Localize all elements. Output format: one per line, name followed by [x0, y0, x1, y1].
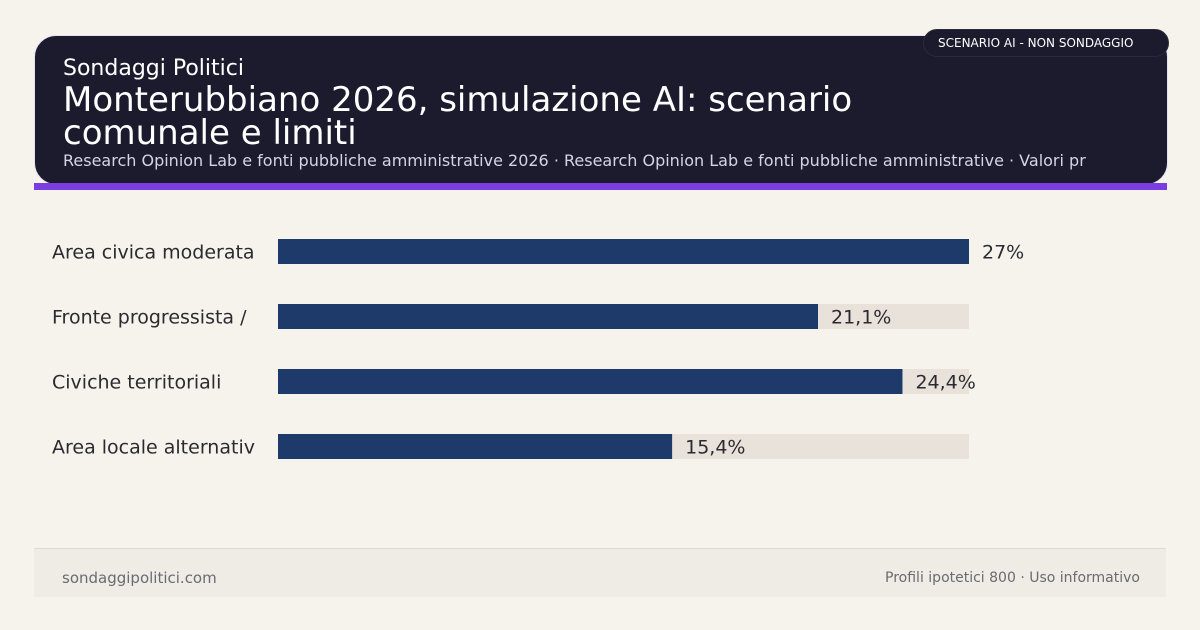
- category-label: Civiche territoriali: [52, 372, 221, 394]
- scenario-badge: SCENARIO AI - NON SONDAGGIO: [923, 29, 1169, 57]
- value-label: 24,4%: [915, 372, 975, 394]
- page-title: Monterubbiano 2026, simulazione AI: scen…: [63, 80, 853, 153]
- value-label: 27%: [982, 242, 1024, 264]
- category-label: Area civica moderata: [52, 242, 255, 264]
- source-subtitle: Research Opinion Lab e fonti pubbliche a…: [63, 151, 1086, 170]
- value-label: 21,1%: [831, 307, 891, 329]
- bar: [278, 304, 819, 329]
- header-panel: Sondaggi Politici Monterubbiano 2026, si…: [34, 35, 1168, 185]
- bar: [278, 369, 903, 394]
- footer-site-link[interactable]: sondaggipolitici.com: [62, 569, 217, 587]
- kicker: Sondaggi Politici: [63, 56, 244, 81]
- footer: sondaggipolitici.com Profili ipotetici 8…: [34, 548, 1166, 597]
- category-label: Fronte progressista /: [52, 307, 247, 329]
- footer-note: Profili ipotetici 800 · Uso informativo: [885, 570, 1140, 586]
- value-label: 15,4%: [685, 437, 745, 459]
- bar: [278, 239, 969, 264]
- bar: [278, 434, 673, 459]
- category-label: Area locale alternativ: [52, 437, 255, 459]
- accent-bar: [34, 183, 1167, 190]
